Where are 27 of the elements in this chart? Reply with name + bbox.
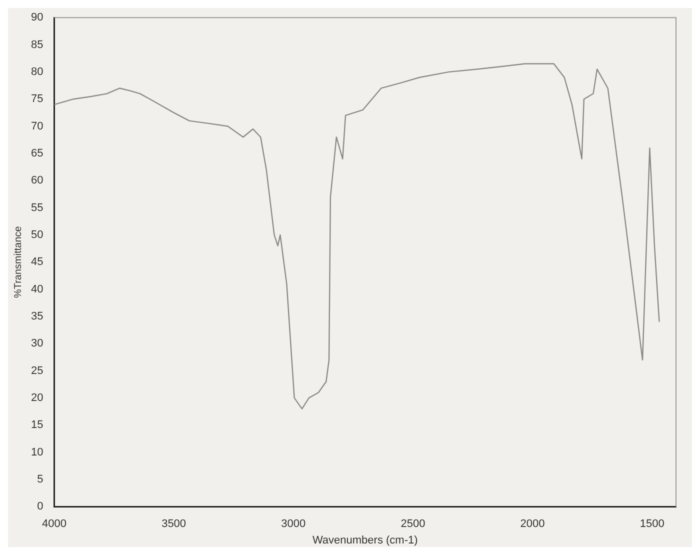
y-tick-label: 70 xyxy=(30,120,44,132)
y-tick-label: 45 xyxy=(30,256,44,268)
y-tick-label: 10 xyxy=(30,446,44,458)
y-tick-label: 60 xyxy=(30,174,44,187)
y-tick-label: 30 xyxy=(30,338,44,350)
x-tick-label: 3000 xyxy=(281,518,306,530)
y-tick-label: 15 xyxy=(30,419,44,432)
y-tick-label: 0 xyxy=(37,500,44,513)
y-tick-label: 90 xyxy=(30,12,44,24)
y-tick-label: 85 xyxy=(30,38,44,51)
y-tick-label: 5 xyxy=(37,473,44,486)
x-axis-title: Wavenumbers (cm-1) xyxy=(312,534,418,546)
y-tick-label: 55 xyxy=(30,202,44,214)
y-tick-label: 35 xyxy=(30,310,44,322)
y-tick-label: 75 xyxy=(30,93,44,106)
x-tick-label: 3500 xyxy=(162,518,186,530)
y-axis-title: %Transmittance xyxy=(12,226,24,298)
x-tick-label: 2000 xyxy=(520,518,545,530)
y-tick-label: 80 xyxy=(30,66,44,78)
y-tick-label: 50 xyxy=(30,228,44,241)
x-tick-label: 2500 xyxy=(400,518,426,530)
y-tick-label: 25 xyxy=(30,364,44,377)
y-tick-label: 40 xyxy=(30,283,44,296)
x-tick-label: 4000 xyxy=(42,518,66,530)
y-tick-label: 65 xyxy=(30,147,44,160)
x-tick-label: 1500 xyxy=(640,518,664,530)
y-tick-label: 20 xyxy=(30,392,44,404)
